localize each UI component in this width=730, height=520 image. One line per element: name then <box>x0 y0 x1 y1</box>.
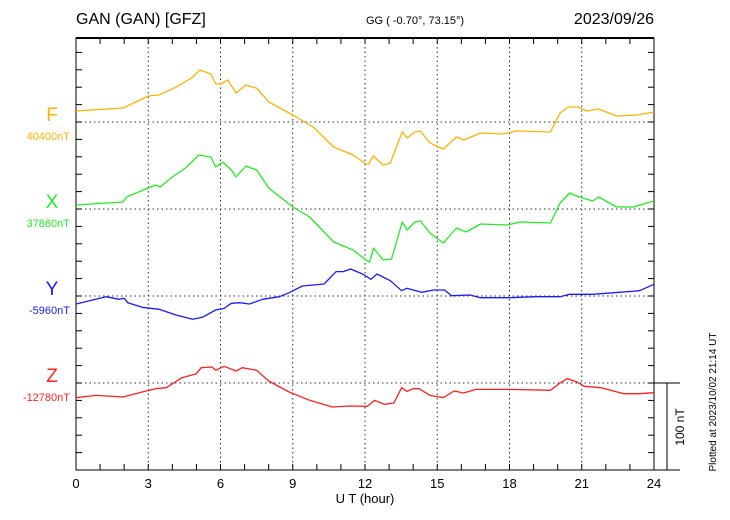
x-tick-label: 6 <box>217 476 224 491</box>
station-title: GAN (GAN) [GFZ] <box>76 11 206 28</box>
date-label: 2023/09/26 <box>574 11 654 28</box>
series-line-z <box>75 365 655 408</box>
scale-bar-label: 100 nT <box>673 408 687 446</box>
scale-bar: 100 nT <box>654 382 687 471</box>
x-tick-label: 15 <box>430 476 444 491</box>
x-axis-title: U T (hour) <box>336 491 395 506</box>
x-tick-label: 12 <box>358 476 372 491</box>
x-tick-label: 3 <box>145 476 152 491</box>
series-baseline-x: 37860nT <box>27 218 71 230</box>
series-name-f: F <box>46 105 58 126</box>
series-baseline-f: 40400nT <box>27 131 71 143</box>
coordinates-label: GG ( -0.70°, 73.15°) <box>366 15 464 27</box>
series-name-y: Y <box>46 279 59 300</box>
series-name-x: X <box>46 192 59 213</box>
series-group <box>75 69 655 408</box>
series-labels: F 40400nT X 37860nT Y -5960nT Z -12780nT <box>23 105 70 404</box>
plotted-timestamp: Plotted at 2023/10/02 21:14 UT <box>708 333 719 472</box>
series-baseline-z: -12780nT <box>23 392 70 404</box>
x-tick-label: 0 <box>72 476 79 491</box>
series-line-x <box>75 154 655 263</box>
x-tick-label: 24 <box>647 476 661 491</box>
grid <box>76 38 654 470</box>
x-tick-label: 9 <box>289 476 296 491</box>
series-line-y <box>75 268 655 320</box>
x-tick-label: 18 <box>502 476 516 491</box>
series-name-z: Z <box>46 366 58 387</box>
axes: 0 3 6 9 12 15 18 21 24 <box>72 37 661 491</box>
series-baseline-y: -5960nT <box>29 305 70 317</box>
x-tick-label: 21 <box>575 476 589 491</box>
series-line-f <box>75 69 655 166</box>
